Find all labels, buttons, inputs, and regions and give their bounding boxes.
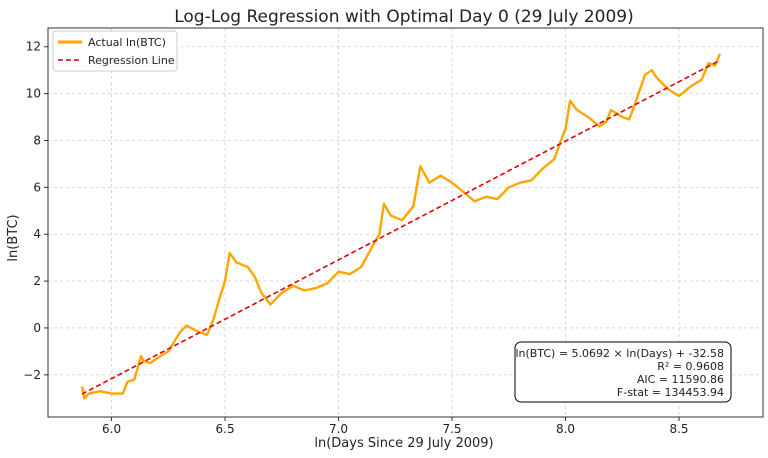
stats-r-squared: R² = 0.9608: [657, 360, 724, 373]
stats-equation: ln(BTC) = 5.0692 × ln(Days) + -32.58: [515, 347, 724, 360]
legend: Actual ln(BTC) Regression Line: [52, 30, 178, 72]
y-tick-label: 10: [26, 87, 41, 101]
x-tick-label: 7.0: [329, 422, 348, 436]
y-tick-label: 0: [33, 321, 41, 335]
ticks: 6.0 6.5 7.0 7.5 8.0 8.5 −2 0 2 4 6 8 10 12: [23, 40, 688, 436]
stats-annotation: ln(BTC) = 5.0692 × ln(Days) + -32.58 R² …: [514, 341, 732, 403]
series-layer: [80, 53, 722, 400]
x-tick-label: 8.0: [556, 422, 575, 436]
stats-box: [514, 341, 732, 403]
x-tick-label: 7.5: [442, 422, 461, 436]
x-tick-label: 6.0: [102, 422, 121, 436]
y-tick-label: 2: [33, 274, 41, 288]
y-tick-label: 6: [33, 180, 41, 194]
stats-aic: AIC = 11590.86: [637, 373, 724, 386]
legend-label-actual: Actual ln(BTC): [88, 36, 166, 49]
y-tick-label: −2: [23, 368, 41, 382]
y-tick-label: 4: [33, 227, 41, 241]
series-line-actual: [80, 53, 722, 400]
chart-title: Log-Log Regression with Optimal Day 0 (2…: [174, 7, 634, 27]
plot-frame: [47, 27, 764, 418]
legend-box: [52, 30, 178, 72]
stats-f-stat: F-stat = 134453.94: [617, 386, 724, 399]
y-tick-label: 8: [33, 133, 41, 147]
x-tick-label: 8.5: [669, 422, 688, 436]
x-axis-label: ln(Days Since 29 July 2009): [314, 436, 493, 451]
y-axis-label: ln(BTC): [6, 214, 21, 261]
x-tick-label: 6.5: [216, 422, 235, 436]
y-tick-label: 12: [26, 40, 41, 54]
legend-label-regression: Regression Line: [88, 54, 175, 67]
